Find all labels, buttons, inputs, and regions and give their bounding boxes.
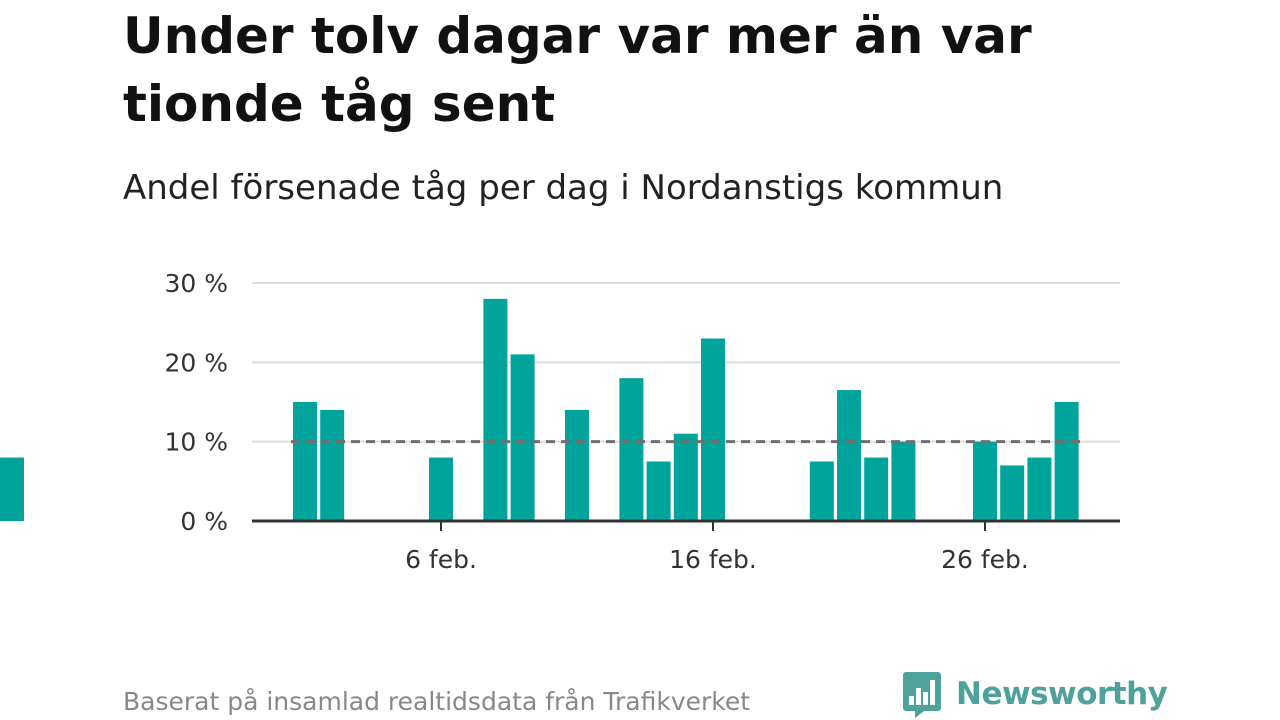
- bar: [1000, 465, 1025, 521]
- bar: [0, 457, 24, 521]
- chart-subtitle: Andel försenade tåg per dag i Nordanstig…: [123, 168, 1004, 208]
- bar: [293, 402, 317, 521]
- bar: [837, 390, 861, 521]
- bar: [320, 409, 345, 521]
- bar: [973, 441, 997, 521]
- y-tick-label: 10 %: [164, 428, 228, 457]
- bar: [565, 409, 589, 521]
- x-tick-labels: 6 feb. 16 feb. 26 feb.: [405, 545, 1029, 574]
- bar: [619, 378, 644, 521]
- y-tick-label: 0 %: [180, 507, 228, 536]
- grid-lines: [252, 282, 1120, 443]
- axes: [252, 519, 1120, 531]
- x-tick-label: 6 feb.: [405, 545, 477, 574]
- bar: [1027, 457, 1052, 521]
- bar: [429, 457, 453, 521]
- y-tick-label: 30 %: [164, 269, 228, 298]
- bar: [646, 461, 671, 521]
- chart-title: Under tolv dagar var mer än var tionde t…: [123, 7, 1032, 133]
- y-tick-labels: 0 % 10 % 20 % 30 %: [164, 269, 228, 536]
- bar-chart: 0 % 10 % 20 % 30 % 6 feb. 16 feb. 26 feb.: [0, 269, 1120, 574]
- bar: [1054, 402, 1079, 521]
- brand-name: Newsworthy: [956, 676, 1168, 712]
- bar: [673, 433, 698, 521]
- bars: [0, 298, 1079, 521]
- bar: [510, 354, 535, 521]
- bar-chart-speech-bubble-icon: [903, 672, 941, 718]
- bar: [891, 441, 916, 521]
- bar: [864, 457, 889, 521]
- y-tick-label: 20 %: [164, 348, 228, 377]
- x-tick-label: 26 feb.: [941, 545, 1029, 574]
- source-note: Baserat på insamlad realtidsdata från Tr…: [123, 687, 751, 716]
- newsworthy-logo: Newsworthy: [902, 670, 1168, 718]
- bar: [809, 461, 834, 521]
- bar: [483, 298, 508, 521]
- bar: [701, 338, 725, 521]
- x-tick-label: 16 feb.: [669, 545, 757, 574]
